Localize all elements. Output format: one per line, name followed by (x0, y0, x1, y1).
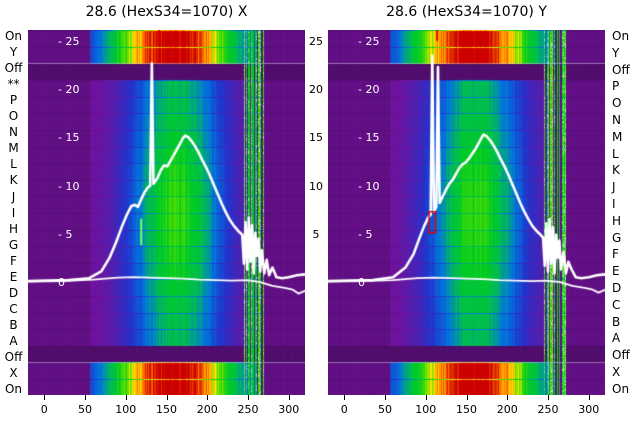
x-tick-mark (247, 395, 249, 400)
panel-y-title: 28.6 (HexS34=1070) Y (386, 4, 547, 20)
x-tick-label: 300 (578, 403, 600, 416)
value-tick-gap: 5 (312, 227, 320, 241)
value-tick-label: - 25 (358, 35, 380, 48)
wire-label-left: Off (4, 350, 23, 364)
x-tick-label: 200 (496, 403, 518, 416)
wire-label-left: H (8, 221, 19, 236)
wire-label-right: G (612, 230, 622, 245)
wire-label-right: H (612, 213, 622, 228)
wire-label-left: K (9, 173, 18, 188)
wire-label-left: E (9, 269, 18, 284)
wire-label-right: E (612, 264, 620, 279)
value-tick-label: - 20 (358, 83, 380, 97)
wire-label-right: D (612, 281, 622, 295)
x-tick-label: 0 (340, 403, 348, 416)
value-tick-gap: 15 (309, 131, 323, 145)
wire-label-right: O (612, 96, 622, 111)
x-tick-mark (547, 395, 549, 400)
wire-label-right: K (612, 163, 620, 178)
wire-label-right: B (612, 314, 621, 329)
x-tick-mark (44, 395, 46, 400)
wire-label-left: D (8, 285, 19, 300)
x-tick-label: 250 (537, 403, 559, 416)
x-tick-label: 50 (78, 403, 93, 416)
wire-label-left: B (9, 317, 18, 332)
wire-label-right: Y (612, 45, 620, 60)
value-tick-label: - 10 (58, 179, 80, 193)
x-tick-label: 50 (378, 403, 393, 416)
wire-label-right: A (612, 331, 621, 346)
wire-label-right: N (612, 113, 621, 127)
x-tick-mark (507, 395, 509, 400)
x-tick-mark (466, 395, 468, 400)
x-tick-label: 150 (156, 403, 177, 416)
wire-label-left: O (8, 109, 19, 124)
wire-label-left: Y (9, 45, 18, 60)
wire-label-left: N (9, 125, 18, 140)
wire-label-left: ** (7, 77, 20, 92)
value-tick-gap: 10 (309, 179, 323, 193)
wire-label-left: On (4, 382, 23, 397)
wire-label-right: X (612, 365, 621, 379)
wire-label-right: M (612, 129, 623, 144)
x-tick-label: 0 (40, 403, 48, 416)
x-tick-mark (385, 395, 387, 400)
x-tick-mark (588, 395, 590, 400)
wire-label-right: C (612, 297, 621, 312)
wire-label-right: Off (612, 348, 630, 363)
wire-label-right: I (612, 197, 616, 211)
wire-label-right: P (612, 79, 620, 94)
wire-label-left: J (11, 189, 16, 204)
value-tick-label: - 25 (58, 35, 80, 48)
wire-label-left: G (8, 237, 19, 252)
heatmap-panel-y[interactable] (328, 30, 605, 395)
x-tick-mark (425, 395, 427, 400)
wire-label-left: A (9, 333, 18, 348)
value-tick-label: 0 (58, 276, 65, 289)
value-tick-gap: 20 (309, 83, 323, 97)
value-tick-label: - 20 (58, 83, 80, 97)
value-tick-label: - 15 (358, 131, 380, 145)
x-tick-label: 200 (196, 403, 218, 416)
wire-label-right: F (612, 247, 619, 262)
x-tick-mark (288, 395, 290, 400)
x-tick-mark (166, 395, 168, 400)
heatmap-panel-x[interactable] (28, 30, 305, 395)
wire-label-left: P (9, 93, 18, 108)
value-tick-label: - 15 (58, 131, 80, 145)
value-tick-label: - 10 (358, 179, 380, 193)
value-tick-label: - 5 (358, 227, 373, 241)
wire-label-left: L (10, 157, 17, 172)
x-tick-mark (207, 395, 209, 400)
wire-label-left: I (11, 205, 16, 220)
wire-label-right: Off (612, 62, 630, 77)
wire-label-left: M (8, 141, 19, 156)
value-tick-label: 0 (358, 276, 365, 289)
wire-label-right: J (612, 180, 616, 195)
wire-label-left: On (4, 29, 23, 43)
value-tick-label: - 5 (58, 227, 73, 241)
x-tick-mark (344, 395, 346, 400)
wire-label-left: C (9, 301, 18, 316)
x-tick-mark (85, 395, 87, 400)
x-tick-label: 150 (456, 403, 477, 416)
wire-label-right: L (612, 146, 619, 161)
wire-label-left: X (9, 366, 18, 381)
x-tick-label: 250 (237, 403, 259, 416)
wire-label-right: On (612, 381, 630, 396)
panel-x-title: 28.6 (HexS34=1070) X (85, 4, 248, 20)
wire-label-left: Off (4, 61, 23, 76)
wire-label-right: On (612, 29, 630, 43)
x-tick-mark (125, 395, 127, 400)
x-tick-label: 300 (278, 403, 300, 416)
value-tick-gap: 25 (309, 35, 323, 48)
x-tick-label: 100 (415, 403, 437, 416)
x-tick-label: 100 (115, 403, 137, 416)
wire-label-left: F (10, 253, 17, 268)
